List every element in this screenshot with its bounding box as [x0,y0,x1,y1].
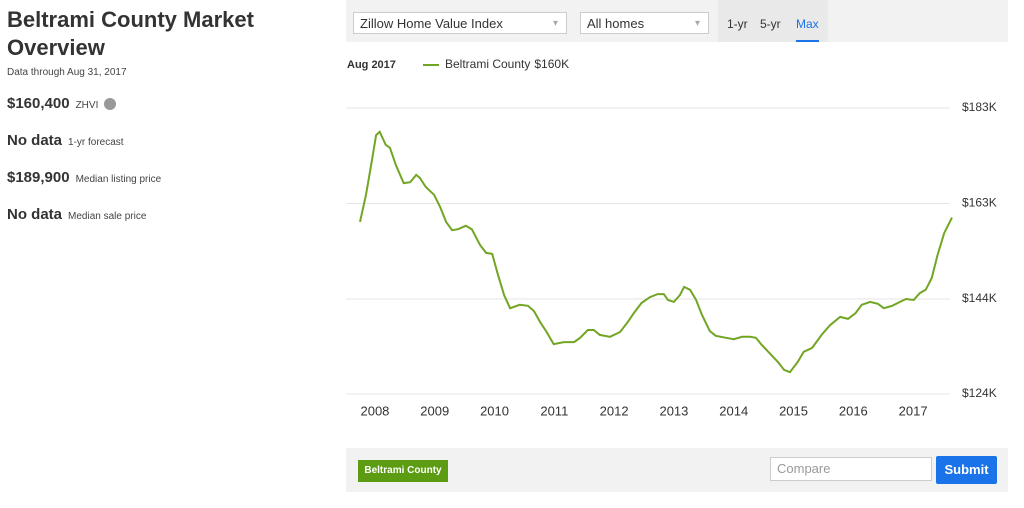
title: Beltrami County Market Overview [7,7,254,60]
help-icon[interactable] [104,98,117,111]
x-tick-label: 2013 [659,403,688,418]
legend-name: Beltrami County [445,57,530,71]
metric-value: $189,900 [7,169,70,186]
legend-label: Beltrami County $160K [445,57,569,71]
range-button[interactable]: 1-yr [727,17,748,31]
metric-label: Median listing price [75,174,162,185]
metric-label: 1-yr forecast [68,137,124,148]
y-tick-label: $183K [962,100,997,114]
range-bar [718,0,828,42]
x-tick-label: 2015 [779,403,808,418]
y-tick-label: $124K [962,386,997,400]
region-tag[interactable]: Beltrami County [358,460,448,482]
compare-input[interactable]: Compare [770,457,932,481]
metric-label: Median sale price [68,211,147,222]
x-tick-label: 2017 [899,403,928,418]
index-select[interactable]: Zillow Home Value Index [353,12,567,35]
y-tick-label: $163K [962,196,997,210]
range-button[interactable]: Max [796,17,819,42]
metric: $160,400 ZHVI [7,95,117,112]
metric-label: ZHVI [75,100,99,111]
x-tick-label: 2016 [839,403,868,418]
legend-value: $160K [534,57,569,71]
x-tick-label: 2009 [420,403,449,418]
x-tick-label: 2012 [600,403,629,418]
metric-value: $160,400 [7,95,70,112]
metric-value: No data [7,206,63,223]
x-tick-label: 2014 [719,403,748,418]
x-tick-label: 2011 [540,403,568,418]
x-tick-label: 2010 [480,403,509,418]
metric-value: No data [7,132,63,149]
metric: No data Median sale price [7,206,146,223]
line [359,130,953,374]
range-button[interactable]: 5-yr [760,17,781,31]
metric: $189,900 Median listing price [7,169,161,186]
home-type-select[interactable]: All homes [580,12,709,35]
x-tick-label: 2008 [360,403,389,418]
metric: No data 1-yr forecast [7,132,124,149]
legend-date: Aug 2017 [347,59,396,71]
submit-button[interactable]: Submit [936,456,997,484]
y-tick-label: $144K [962,291,997,305]
data-through: Data through Aug 31, 2017 [7,67,127,78]
